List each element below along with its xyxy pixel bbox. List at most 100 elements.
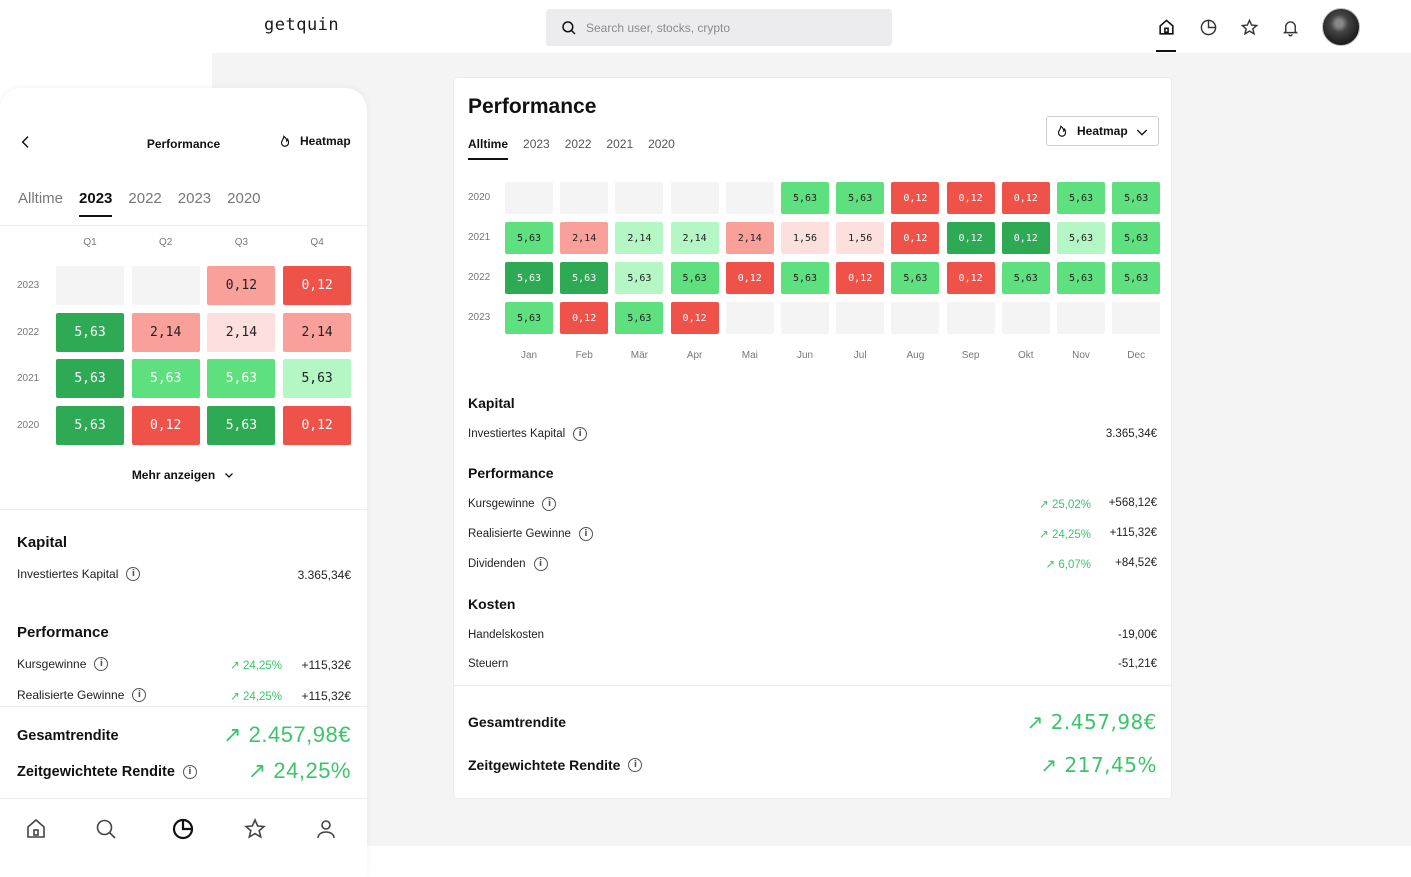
heatmap-cell[interactable]: 0,12 <box>891 182 940 214</box>
home-icon[interactable] <box>24 817 48 841</box>
heatmap-cell[interactable]: 5,63 <box>1001 262 1050 294</box>
heatmap-cell[interactable]: 5,63 <box>1112 222 1161 254</box>
heatmap-cell[interactable] <box>56 266 124 305</box>
tab-alltime[interactable]: Alltime <box>18 190 64 207</box>
info-icon[interactable]: i <box>94 657 109 671</box>
heatmap-cell[interactable] <box>836 302 885 334</box>
heatmap-cell[interactable]: 2,14 <box>131 312 200 352</box>
heatmap-cell[interactable]: 5,63 <box>56 359 124 399</box>
heatmap-cell[interactable] <box>1112 302 1161 334</box>
info-icon[interactable]: i <box>542 497 557 511</box>
info-icon[interactable]: i <box>578 527 593 541</box>
tab-2020[interactable]: 2020 <box>648 137 675 151</box>
heatmap-cell[interactable]: 5,63 <box>560 262 609 294</box>
bell-icon[interactable] <box>1280 17 1300 37</box>
star-icon[interactable] <box>243 817 267 841</box>
heatmap-cell[interactable]: 2,14 <box>560 222 609 254</box>
portfolio-pie-icon[interactable] <box>171 817 195 841</box>
tab-2021[interactable]: 2021 <box>606 137 634 151</box>
heatmap-cell[interactable]: 5,63 <box>781 262 829 294</box>
heatmap-cell[interactable]: 0,12 <box>891 222 940 254</box>
heatmap-cell[interactable] <box>725 302 774 334</box>
heatmap-cell[interactable] <box>560 182 609 214</box>
heatmap-cell[interactable] <box>781 302 829 334</box>
heatmap-cell[interactable]: 0,12 <box>946 182 995 214</box>
heatmap-cell[interactable]: 0,12 <box>725 262 774 294</box>
heatmap-cell[interactable] <box>891 302 940 334</box>
profile-icon[interactable] <box>314 817 338 841</box>
heatmap-cell[interactable] <box>725 182 774 214</box>
heatmap-cell[interactable]: 5,63 <box>670 262 719 294</box>
heatmap-dropdown[interactable]: Heatmap <box>1046 116 1159 146</box>
tab-2022[interactable]: 2022 <box>128 190 162 207</box>
heatmap-cell[interactable] <box>670 182 719 214</box>
tab-alltime[interactable]: Alltime <box>468 135 509 160</box>
heatmap-cell[interactable]: 5,63 <box>1112 262 1161 294</box>
tab-2023[interactable]: 2023 <box>523 137 550 151</box>
heatmap-cell[interactable]: 2,14 <box>670 222 719 254</box>
search-bar[interactable] <box>546 9 892 46</box>
tab-2020[interactable]: 2020 <box>227 190 261 207</box>
heatmap-cell[interactable]: 0,12 <box>946 262 995 294</box>
mobile-heatmap-toggle[interactable]: Heatmap <box>278 134 351 148</box>
star-icon[interactable] <box>1239 17 1259 37</box>
heatmap-cell[interactable]: 5,63 <box>1057 222 1105 254</box>
heatmap-cell[interactable]: 2,14 <box>615 222 664 254</box>
avatar[interactable] <box>1322 8 1360 46</box>
search-input[interactable] <box>586 20 866 35</box>
heatmap-cell[interactable] <box>505 182 553 214</box>
heatmap-cell[interactable]: 0,12 <box>207 266 276 305</box>
heatmap-cell[interactable]: 2,14 <box>725 222 774 254</box>
home-icon[interactable] <box>1156 17 1176 37</box>
heatmap-cell[interactable]: 0,12 <box>560 302 609 334</box>
heatmap-cell[interactable]: 5,63 <box>207 406 276 446</box>
heatmap-cell[interactable]: 5,63 <box>283 359 352 399</box>
heatmap-cell[interactable]: 0,12 <box>283 266 352 305</box>
heatmap-cell[interactable] <box>615 182 664 214</box>
heatmap-cell[interactable]: 5,63 <box>505 222 553 254</box>
heatmap-cell[interactable]: 1,56 <box>836 222 885 254</box>
heatmap-cell[interactable]: 5,63 <box>56 312 124 352</box>
portfolio-pie-icon[interactable] <box>1198 17 1218 37</box>
info-icon[interactable]: i <box>628 758 643 772</box>
heatmap-cell[interactable]: 0,12 <box>1001 182 1050 214</box>
heatmap-cell[interactable]: 5,63 <box>505 262 553 294</box>
app-logo[interactable]: getquin <box>264 15 340 35</box>
heatmap-cell[interactable]: 0,12 <box>946 222 995 254</box>
search-icon[interactable] <box>94 817 118 841</box>
heatmap-cell[interactable] <box>131 266 200 305</box>
heatmap-cell[interactable]: 0,12 <box>836 262 885 294</box>
heatmap-cell[interactable]: 5,63 <box>1112 182 1161 214</box>
heatmap-cell[interactable]: 5,63 <box>891 262 940 294</box>
heatmap-cell[interactable]: 5,63 <box>207 359 276 399</box>
heatmap-cell[interactable]: 0,12 <box>283 406 352 446</box>
heatmap-cell[interactable]: 5,63 <box>131 359 200 399</box>
tab-2022[interactable]: 2022 <box>564 137 592 151</box>
heatmap-cell[interactable]: 5,63 <box>615 262 664 294</box>
heatmap-cell[interactable]: 5,63 <box>615 302 664 334</box>
heatmap-cell[interactable]: 0,12 <box>1001 222 1050 254</box>
info-icon[interactable]: i <box>182 765 197 779</box>
heatmap-cell[interactable]: 5,63 <box>505 302 553 334</box>
heatmap-cell[interactable] <box>1001 302 1050 334</box>
info-icon[interactable]: i <box>533 557 548 571</box>
heatmap-cell[interactable]: 0,12 <box>670 302 719 334</box>
heatmap-cell[interactable]: 5,63 <box>781 182 829 214</box>
heatmap-cell[interactable]: 5,63 <box>1057 182 1105 214</box>
back-arrow-icon[interactable] <box>18 134 34 150</box>
info-icon[interactable]: i <box>132 688 147 702</box>
info-icon[interactable]: i <box>126 567 141 581</box>
heatmap-cell[interactable]: 1,56 <box>781 222 829 254</box>
info-icon[interactable]: i <box>573 427 588 441</box>
heatmap-cell[interactable]: 5,63 <box>1057 262 1105 294</box>
heatmap-cell[interactable]: 5,63 <box>836 182 885 214</box>
heatmap-cell[interactable] <box>1057 302 1105 334</box>
tab-2023-b[interactable]: 2023 <box>177 190 212 207</box>
tab-2023[interactable]: 2023 <box>79 190 113 217</box>
heatmap-cell[interactable]: 2,14 <box>207 312 276 352</box>
heatmap-cell[interactable]: 5,63 <box>56 406 124 446</box>
show-more-button[interactable]: Mehr anzeigen <box>0 468 367 482</box>
heatmap-cell[interactable] <box>946 302 995 334</box>
heatmap-cell[interactable]: 2,14 <box>283 312 352 352</box>
heatmap-cell[interactable]: 0,12 <box>131 406 200 446</box>
